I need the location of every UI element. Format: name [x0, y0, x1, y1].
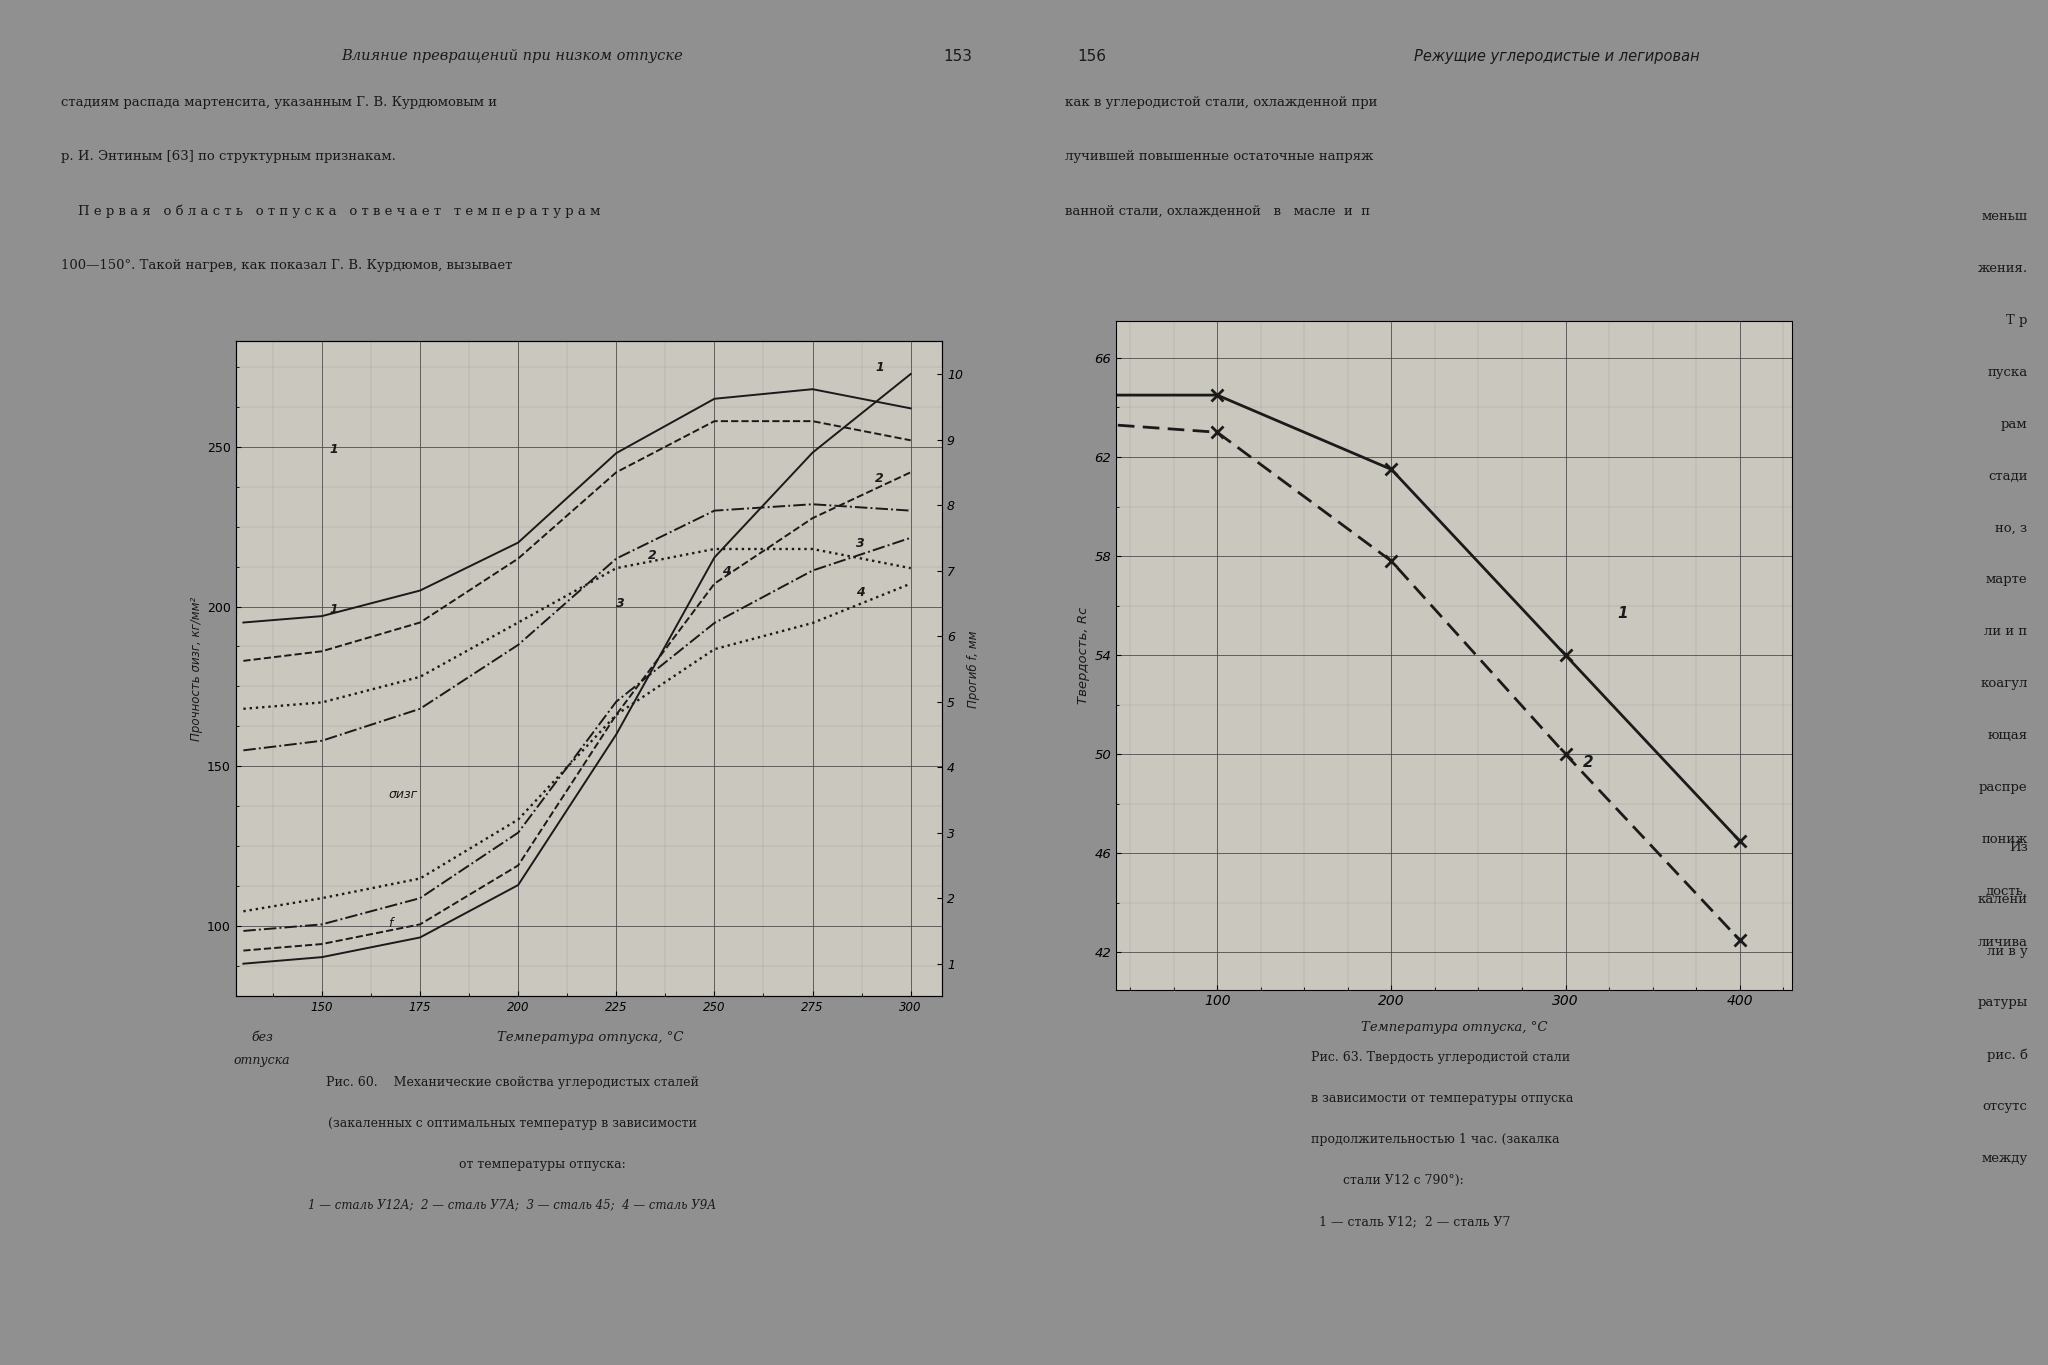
- Text: 153: 153: [944, 49, 973, 64]
- Text: Т р: Т р: [1989, 314, 2028, 328]
- Text: 156: 156: [1077, 49, 1106, 64]
- Text: стали У12 с 790°):: стали У12 с 790°):: [1311, 1174, 1464, 1188]
- Text: лучившей повышенные остаточные напряж: лучившей повышенные остаточные напряж: [1065, 150, 1374, 164]
- Text: личива: личива: [1978, 936, 2028, 950]
- Text: в зависимости от температуры отпуска: в зависимости от температуры отпуска: [1311, 1092, 1573, 1106]
- Text: 1 — сталь У12А;  2 — сталь У7А;  3 — сталь 45;  4 — сталь У9А: 1 — сталь У12А; 2 — сталь У7А; 3 — сталь…: [307, 1198, 717, 1212]
- Text: 2: 2: [1583, 755, 1593, 770]
- Text: меньш: меньш: [1982, 210, 2028, 224]
- Text: 100—150°. Такой нагрев, как показал Г. В. Курдюмов, вызывает: 100—150°. Такой нагрев, как показал Г. В…: [61, 259, 512, 273]
- Text: 3: 3: [856, 538, 864, 550]
- Y-axis label: Прогиб f, мм: Прогиб f, мм: [967, 631, 981, 707]
- Text: дость,: дость,: [1987, 885, 2028, 898]
- Text: жения.: жения.: [1978, 262, 2028, 276]
- Text: σизг: σизг: [389, 789, 418, 801]
- Text: 2: 2: [874, 472, 885, 485]
- Text: без: без: [252, 1031, 272, 1044]
- Text: продолжительностью 1 час. (закалка: продолжительностью 1 час. (закалка: [1311, 1133, 1559, 1147]
- Y-axis label: Твердость, Rc: Твердость, Rc: [1077, 606, 1090, 704]
- Text: П е р в а я   о б л а с т ь   о т п у с к а   о т в е ч а е т   т е м п е р а т : П е р в а я о б л а с т ь о т п у с к а …: [61, 205, 600, 218]
- Text: Рис. 60.    Механические свойства углеродистых сталей: Рис. 60. Механические свойства углеродис…: [326, 1076, 698, 1089]
- Text: Из: Из: [2009, 841, 2028, 854]
- Text: 1: 1: [330, 444, 338, 456]
- Text: Режущие углеродистые и легирован: Режущие углеродистые и легирован: [1413, 49, 1700, 64]
- Text: 1 — сталь У12;  2 — сталь У7: 1 — сталь У12; 2 — сталь У7: [1311, 1215, 1509, 1228]
- Text: ли и п: ли и п: [1985, 625, 2028, 639]
- Text: пониж: пониж: [1980, 833, 2028, 846]
- Text: но, з: но, з: [1995, 521, 2028, 535]
- Text: как в углеродистой стали, охлажденной при: как в углеродистой стали, охлажденной пр…: [1065, 96, 1378, 109]
- Text: 3: 3: [616, 597, 625, 610]
- Text: ратуры: ратуры: [1976, 996, 2028, 1010]
- Text: Температура отпуска, °С: Температура отпуска, °С: [496, 1031, 684, 1044]
- Text: пуска: пуска: [1987, 366, 2028, 379]
- Text: ли в у: ли в у: [1987, 945, 2028, 958]
- Text: 4: 4: [856, 587, 864, 599]
- Text: Температура отпуска, °С: Температура отпуска, °С: [1360, 1021, 1548, 1035]
- Text: Рис. 63. Твердость углеродистой стали: Рис. 63. Твердость углеродистой стали: [1311, 1051, 1571, 1065]
- Text: 1: 1: [1618, 606, 1628, 621]
- Text: рам: рам: [2001, 418, 2028, 431]
- Text: от температуры отпуска:: от температуры отпуска:: [399, 1158, 625, 1171]
- Text: 4: 4: [723, 565, 731, 577]
- Text: между: между: [1980, 1152, 2028, 1166]
- Text: 1: 1: [874, 360, 885, 374]
- Text: рис. б: рис. б: [1987, 1048, 2028, 1062]
- Text: отсутс: отсутс: [1982, 1100, 2028, 1114]
- Text: 1: 1: [330, 603, 338, 616]
- Text: 2: 2: [647, 549, 657, 561]
- Text: ющая: ющая: [1987, 729, 2028, 743]
- Text: стадиям распада мартенсита, указанным Г. В. Курдюмовым и: стадиям распада мартенсита, указанным Г.…: [61, 96, 498, 109]
- Text: (закаленных с оптимальных температур в зависимости: (закаленных с оптимальных температур в з…: [328, 1117, 696, 1130]
- Text: марте: марте: [1987, 573, 2028, 587]
- Text: ванной стали, охлажденной   в   масле  и  п: ванной стали, охлажденной в масле и п: [1065, 205, 1370, 218]
- Text: распре: распре: [1978, 781, 2028, 794]
- Y-axis label: Прочность σизг, кг/мм²: Прочность σизг, кг/мм²: [190, 597, 203, 741]
- Text: коагул: коагул: [1980, 677, 2028, 691]
- Text: отпуска: отпуска: [233, 1054, 291, 1067]
- Text: стади: стади: [1989, 470, 2028, 483]
- Text: калени: калени: [1978, 893, 2028, 906]
- Text: р. И. Энтиным [63] по структурным признакам.: р. И. Энтиным [63] по структурным призна…: [61, 150, 397, 164]
- Text: Влияние превращений при низком отпуске: Влияние превращений при низком отпуске: [342, 49, 682, 63]
- Text: f: f: [389, 917, 393, 931]
